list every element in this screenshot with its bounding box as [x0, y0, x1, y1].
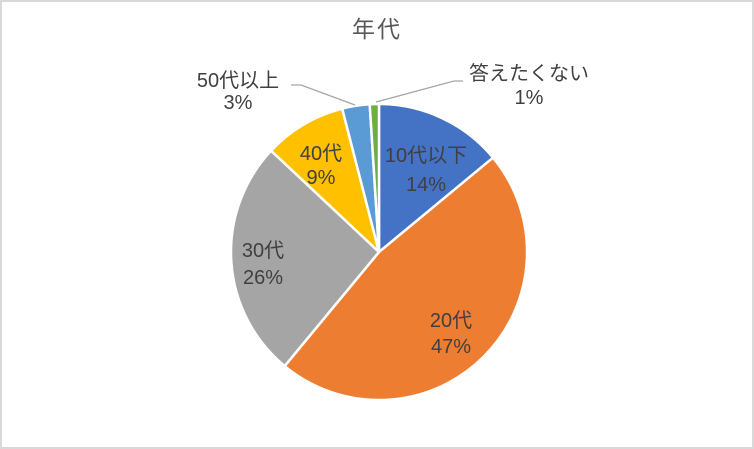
slice-label-category-0: 10代以下	[385, 144, 467, 167]
pie-slice-2[interactable]	[229, 149, 381, 368]
slice-label-percent-4: 3%	[224, 92, 253, 114]
slice-label-percent-5: 1%	[515, 87, 544, 109]
pie-slice-3[interactable]	[269, 107, 381, 254]
leader-line-4	[291, 84, 356, 106]
slice-label-percent-2: 26%	[243, 267, 283, 289]
slice-label-percent-0: 14%	[406, 174, 446, 196]
slice-label-category-4: 50代以上	[197, 69, 279, 92]
pie-slice-0[interactable]	[377, 102, 495, 254]
slice-label-category-3: 40代	[300, 142, 342, 165]
slice-label-percent-3: 9%	[307, 167, 336, 189]
pie-slice-5[interactable]	[368, 102, 381, 254]
slice-label-percent-1: 47%	[431, 336, 471, 358]
chart-title: 年代	[352, 16, 402, 42]
slice-label-category-5: 答えたくない	[469, 62, 589, 85]
pie-slice-1[interactable]	[283, 156, 529, 402]
slice-label-category-1: 20代	[430, 309, 472, 332]
leader-line-5	[375, 80, 463, 103]
slice-label-category-2: 30代	[242, 239, 284, 262]
